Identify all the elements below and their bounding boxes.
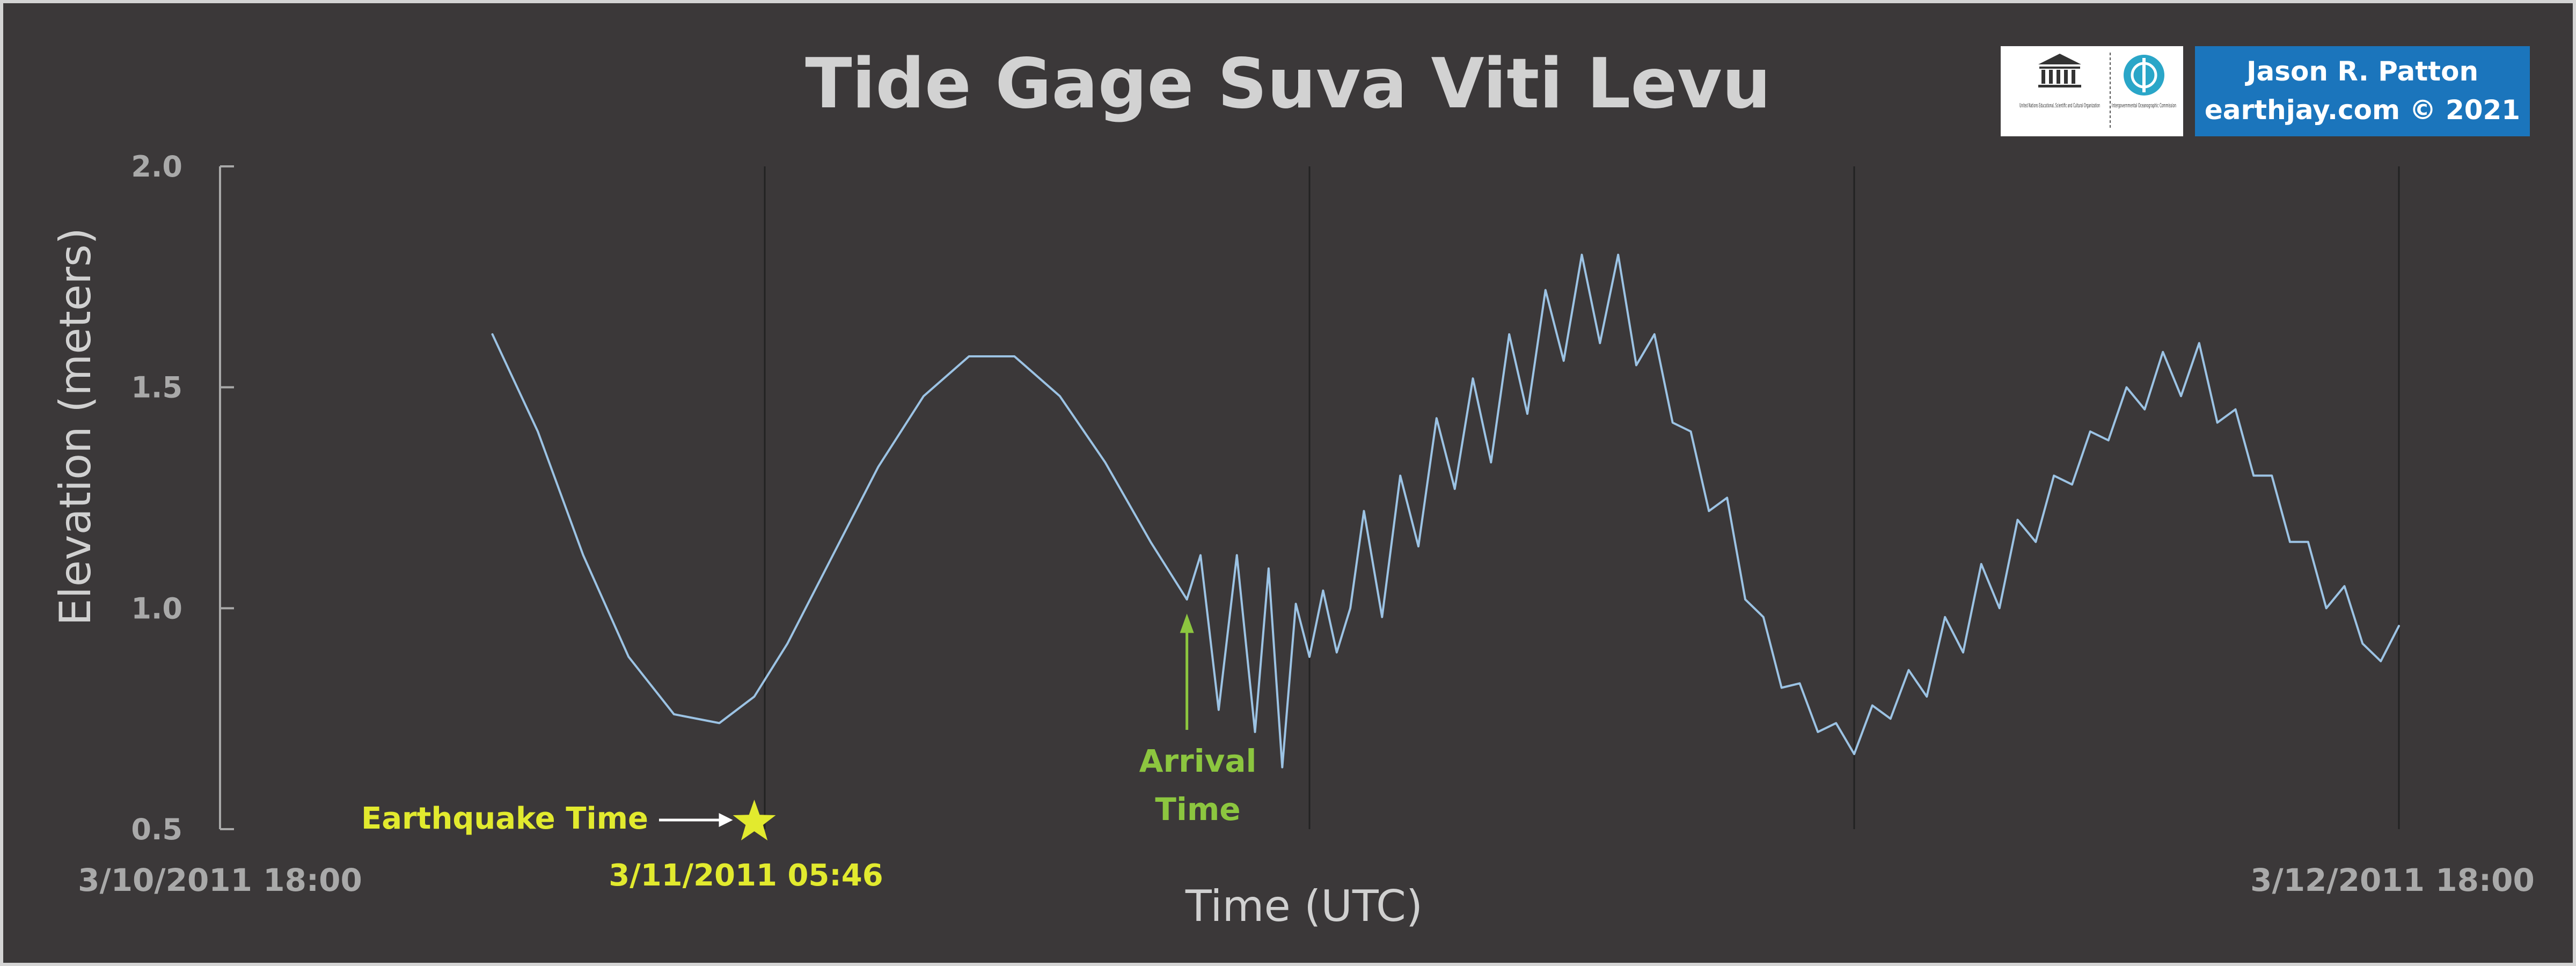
x-tick-label-end: 3/12/2011 18:00	[2250, 862, 2535, 898]
earthquake-star-icon	[733, 800, 776, 840]
arrival-label-line1: Arrival	[1139, 743, 1257, 779]
y-tick-label: 1.0	[131, 591, 182, 625]
series-line	[1185, 253, 2400, 769]
chart-title: Tide Gage Suva Viti Levu	[805, 44, 1771, 124]
ioc-caption: Intergovernmental Oceanographic Commissi…	[2112, 102, 2176, 109]
earthquake-label: Earthquake Time	[361, 801, 648, 836]
y-tick-label: 0.5	[131, 813, 182, 846]
series-layer	[491, 253, 2400, 769]
ioc-logo-icon: Intergovernmental Oceanographic Commissi…	[2112, 55, 2176, 109]
y-tick-label: 1.5	[131, 371, 182, 405]
arrival-arrow-icon	[1180, 613, 1194, 730]
y-axis	[219, 165, 234, 830]
unesco-logo-icon: United Nations Educational, Scientific a…	[2019, 54, 2100, 109]
credit-author: Jason R. Patton	[2245, 56, 2478, 87]
earthquake-arrow-icon	[659, 813, 733, 827]
y-tick-labels: 2.0 1.5 1.0 0.5	[131, 150, 182, 846]
y-tick-label: 2.0	[131, 150, 182, 184]
earthquake-time-label: 3/11/2011 05:46	[609, 858, 883, 893]
x-tick-label-start: 3/10/2011 18:00	[78, 862, 362, 898]
vertical-gridlines	[764, 166, 2400, 829]
unesco-caption: United Nations Educational, Scientific a…	[2019, 102, 2100, 109]
x-axis-label: Time (UTC)	[1185, 881, 1423, 931]
arrival-label-line2: Time	[1155, 791, 1240, 828]
credit-box	[2195, 46, 2530, 136]
y-axis-label: Elevation (meters)	[50, 228, 100, 626]
credit-site: earthjay.com © 2021	[2205, 94, 2520, 126]
logo-group: United Nations Educational, Scientific a…	[2001, 46, 2530, 136]
series-line	[491, 333, 1188, 724]
